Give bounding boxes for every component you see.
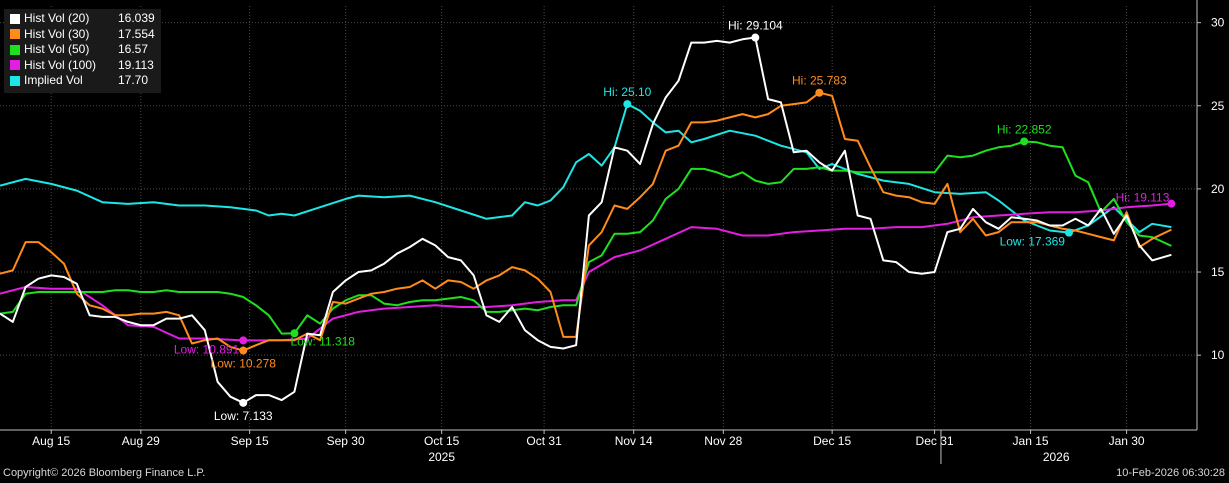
- extreme-marker: [623, 100, 632, 109]
- legend-swatch: [10, 29, 20, 40]
- x-tick-label: Jan 30: [1109, 434, 1145, 448]
- series-line: [0, 140, 1172, 335]
- series-line: [0, 36, 1172, 404]
- extreme-marker: [1064, 228, 1073, 237]
- y-tick-label: 10: [1211, 348, 1225, 362]
- legend-value: 16.57: [118, 42, 149, 57]
- series-line: [0, 103, 1172, 234]
- legend-value: 17.70: [118, 73, 149, 88]
- x-tick-label: Jan 15: [1013, 434, 1049, 448]
- extreme-marker: [239, 336, 248, 345]
- x-tick-label: Nov 14: [615, 434, 653, 448]
- x-tick-label: Oct 15: [424, 434, 460, 448]
- extreme-label: Low: 17.369: [1000, 235, 1066, 249]
- legend-item: Hist Vol (100) 19.113: [10, 58, 155, 74]
- legend-item: Hist Vol (30) 17.554: [10, 27, 155, 43]
- legend-swatch: [10, 60, 20, 71]
- legend-label: Hist Vol (20): [24, 11, 90, 26]
- extreme-label: Hi: 25.783: [792, 74, 847, 88]
- extreme-marker: [1167, 199, 1176, 208]
- extreme-label: Hi: 25.10: [603, 85, 651, 99]
- extreme-marker: [751, 33, 760, 42]
- extreme-label: Hi: 22.852: [997, 122, 1052, 136]
- legend-value: 19.113: [118, 57, 154, 72]
- annotations: Hi: 29.104 Low: 7.133 Hi: 25.783 Low: 10.27…: [174, 19, 1176, 423]
- x-tick-label: Dec 31: [916, 434, 954, 448]
- x-tick-label: Aug 15: [32, 434, 70, 448]
- extreme-label: Low: 10.278: [211, 357, 277, 371]
- legend-swatch: [10, 13, 20, 24]
- y-tick-label: 30: [1211, 16, 1225, 30]
- extreme-marker: [239, 346, 248, 355]
- extreme-label: Low: 10.891: [174, 342, 240, 356]
- legend-label: Implied Vol: [24, 73, 83, 88]
- series-line: [0, 91, 1172, 352]
- legend-swatch: [10, 75, 20, 86]
- legend: Hist Vol (20) 16.039 Hist Vol (30) 17.55…: [4, 9, 161, 93]
- legend-swatch: [10, 44, 20, 55]
- extreme-label: Low: 11.318: [290, 334, 355, 348]
- y-tick-label: 25: [1211, 99, 1225, 113]
- legend-value: 17.554: [118, 26, 155, 41]
- legend-item: Hist Vol (50) 16.57: [10, 42, 155, 58]
- y-tick-label: 20: [1211, 182, 1225, 196]
- extreme-marker: [290, 329, 299, 338]
- extreme-label: Low: 7.133: [214, 409, 273, 423]
- x-tick-label: Sep 30: [327, 434, 365, 448]
- extreme-marker: [815, 88, 824, 97]
- y-tick-label: 15: [1211, 265, 1225, 279]
- legend-item: Implied Vol 17.70: [10, 73, 155, 89]
- year-label: 2025: [428, 450, 455, 464]
- x-tick-label: Oct 31: [526, 434, 562, 448]
- x-tick-label: Sep 15: [231, 434, 269, 448]
- x-tick-label: Dec 15: [813, 434, 851, 448]
- year-label: 2026: [1043, 450, 1070, 464]
- extreme-label: Hi: 19.113: [1116, 191, 1170, 205]
- extreme-marker: [239, 398, 248, 407]
- legend-label: Hist Vol (50): [24, 42, 90, 57]
- legend-label: Hist Vol (30): [24, 26, 90, 41]
- extreme-label: Hi: 29.104: [728, 19, 783, 33]
- legend-value: 16.039: [118, 11, 155, 26]
- x-tick-label: Aug 29: [122, 434, 160, 448]
- x-tick-label: Nov 28: [704, 434, 742, 448]
- legend-item: Hist Vol (20) 16.039: [10, 11, 155, 27]
- legend-label: Hist Vol (100): [24, 57, 97, 72]
- timestamp-text: 10-Feb-2026 06:30:28: [1116, 467, 1225, 479]
- extreme-marker: [1020, 137, 1029, 146]
- series-lines: [0, 36, 1172, 404]
- copyright-text: Copyright© 2026 Bloomberg Finance L.P.: [3, 467, 206, 479]
